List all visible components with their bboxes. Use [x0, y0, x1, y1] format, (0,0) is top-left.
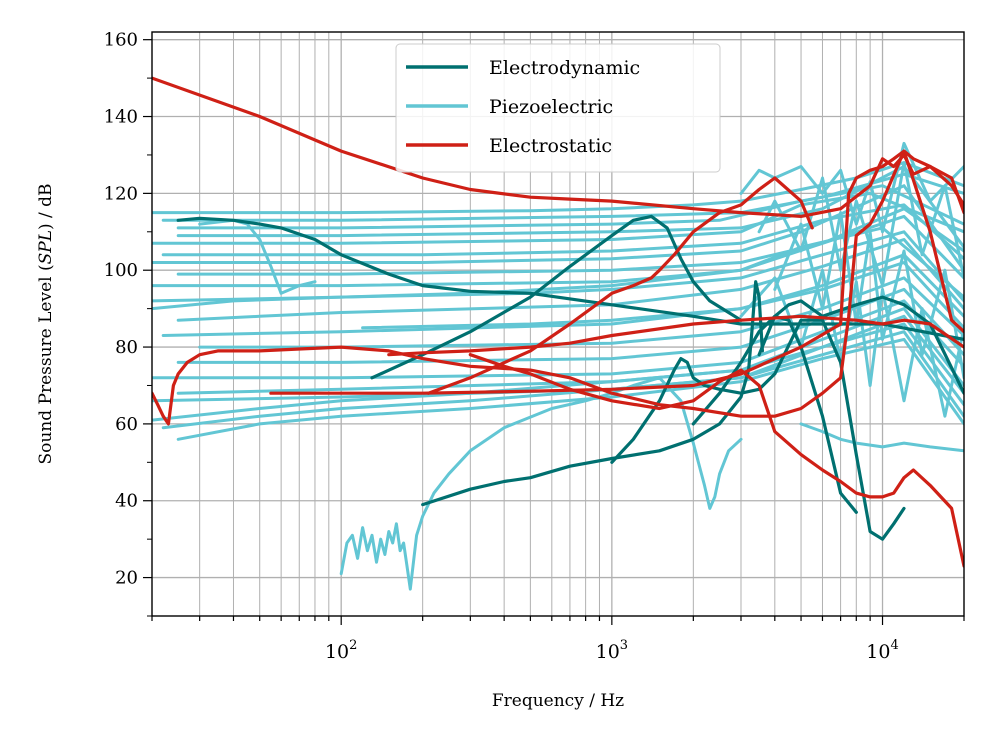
- piezoelectric-series-line-1: [152, 161, 964, 215]
- y-axis-label-pre: Sound Pressure Level (: [36, 264, 56, 464]
- piezoelectric-series-line-5: [152, 191, 964, 245]
- x-tick-label-exponent: 2: [349, 638, 357, 653]
- x-tick-label-base: 10: [325, 641, 349, 663]
- x-tick-label: 104: [866, 638, 898, 663]
- legend-label-electrostatic: Electrostatic: [489, 135, 612, 157]
- electrostatic-series-line-3: [269, 149, 964, 395]
- legend-entry-electrostatic: Electrostatic: [406, 135, 612, 157]
- y-axis-label-post: ) / dB: [36, 183, 56, 230]
- electrostatic-series-line-4: [387, 314, 964, 357]
- piezoelectric-series-line-14: [361, 261, 964, 330]
- legend-label-piezoelectric: Piezoelectric: [489, 96, 613, 118]
- y-tick-label: 20: [115, 568, 138, 589]
- piezoelectric-series-line-11: [152, 207, 964, 311]
- series-group: [152, 76, 964, 591]
- y-axis-label-var: SPL: [36, 230, 56, 264]
- plot-frame: [151, 31, 965, 617]
- y-axis-label: Sound Pressure Level (SPL) / dB: [36, 183, 56, 464]
- y-tick-label: 160: [104, 30, 138, 51]
- x-tick-label-base: 10: [596, 641, 620, 663]
- legend-entry-piezoelectric: Piezoelectric: [406, 96, 613, 118]
- electrostatic-series-line-5: [426, 176, 814, 395]
- y-tick-label: 100: [104, 260, 138, 281]
- piezoelectric-series-line-24: [339, 376, 743, 591]
- electrodynamic-series-line-6: [757, 295, 964, 395]
- legend-label-electrodynamic: Electrodynamic: [489, 57, 640, 79]
- piezoelectric-series-line-22: [176, 337, 964, 441]
- piezoelectric-series-line-3: [176, 184, 964, 230]
- legend-entry-electrodynamic: Electrodynamic: [406, 57, 640, 79]
- piezoelectric-series-line-6: [161, 203, 964, 261]
- electrostatic-series-line-2: [152, 149, 964, 426]
- legend: Electrodynamic Piezoelectric Electrostat…: [395, 43, 721, 173]
- electrodynamic-series-line-3: [421, 280, 765, 507]
- y-tick-label: 60: [115, 414, 138, 435]
- piezoelectric-series-line-7: [152, 184, 964, 272]
- y-tick-label: 140: [104, 107, 138, 128]
- piezoelectric-series-line-16: [176, 287, 964, 364]
- electrodynamic-series-line-2: [370, 214, 743, 380]
- legend-box: [395, 43, 721, 173]
- y-tick-label: 80: [115, 337, 138, 358]
- electrodynamic-series-line-4: [610, 318, 906, 541]
- y-tick-label: 120: [104, 183, 138, 204]
- x-tick-label-exponent: 3: [620, 638, 628, 653]
- x-axis-label: Frequency / Hz: [492, 691, 624, 711]
- y-tick-label: 40: [115, 491, 138, 512]
- x-tick-label-exponent: 4: [890, 638, 898, 653]
- electrostatic-series-line-6: [468, 353, 964, 568]
- x-tick-label: 102: [325, 638, 357, 663]
- piezoelectric-series-line-8: [176, 214, 964, 280]
- x-tick-label-base: 10: [866, 641, 890, 663]
- x-tick-label: 103: [596, 638, 628, 663]
